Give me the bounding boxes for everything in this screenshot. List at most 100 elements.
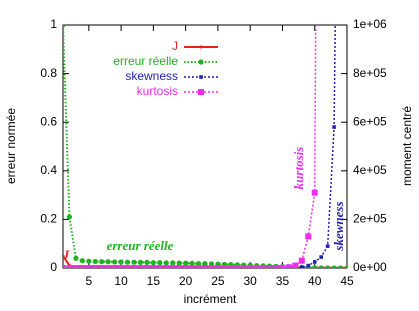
data-point [273,265,279,268]
annotation: erreur réelle [107,238,174,253]
data-point [305,233,312,240]
data-point [72,265,79,268]
data-point [312,265,318,268]
data-point [208,265,215,268]
annotation: kurtosis [291,147,306,190]
data-point [300,265,304,268]
data-point [266,265,273,268]
data-point [124,265,131,268]
data-point [240,265,247,268]
x-tick-label: 20 [179,274,193,288]
y-tick-label: 1 [50,17,57,31]
data-point [318,265,324,268]
x-tick-label: 5 [85,274,92,288]
data-point [325,244,330,248]
data-point [202,261,208,267]
data-point [337,265,344,268]
data-point [189,265,196,268]
legend-label: J [172,39,178,53]
data-point [253,265,260,268]
y-tick-label: 0.6 [40,114,57,128]
data-point [98,265,105,268]
data-point [63,265,66,268]
x-tick-label: 25 [211,274,225,288]
y-tick-label: 0.2 [40,212,57,226]
data-point [214,265,221,268]
data-point [182,265,189,268]
y-tick-label: 0 [50,260,57,274]
y2-tick-label: 1e+06 [353,17,387,31]
data-point [221,265,228,268]
data-point [79,258,85,264]
y2-tick-label: 4e+05 [353,163,387,177]
y2-tick-label: 6e+05 [353,114,387,128]
legend-marker [198,89,204,95]
data-point [195,265,202,268]
legend-label: erreur réelle [113,54,178,68]
data-point [202,265,208,268]
series-line [63,25,317,268]
legend-label: kurtosis [137,84,178,98]
data-point [86,258,92,264]
data-point [279,264,286,268]
data-point [150,265,157,268]
data-point [124,259,131,265]
data-point [312,260,317,264]
data-point [137,259,144,266]
data-point [63,25,66,28]
data-point [234,265,241,268]
data-point [332,125,336,129]
y-axis-label: erreur normée [4,108,18,184]
data-point [344,265,347,268]
data-point [156,265,163,268]
data-point [176,260,182,266]
data-point [105,265,112,268]
data-point [325,265,331,268]
y2-tick-label: 0e+00 [353,260,387,274]
data-point [285,264,292,268]
plot-area [63,25,347,268]
x-tick-label: 45 [340,274,354,288]
data-point [66,265,73,268]
x-tick-label: 10 [114,274,128,288]
y2-tick-label: 8e+05 [353,66,387,80]
data-point [292,262,299,268]
y-tick-label: 0.8 [40,66,57,80]
data-point [247,265,254,268]
data-point [331,265,337,268]
y-tick-label: 0.4 [40,163,57,177]
data-point [195,261,202,267]
data-point [66,214,73,220]
data-point [105,259,111,265]
data-point [227,265,234,268]
annotation: J [62,247,70,262]
data-point [73,255,79,261]
data-point [131,259,137,265]
data-point [163,260,169,266]
x-axis-label: incrément [184,292,237,306]
data-point [176,265,183,268]
x-tick-label: 35 [276,274,290,288]
data-point [92,265,99,268]
data-point [63,254,65,258]
legend-marker [199,45,203,49]
data-point [99,259,105,265]
data-point [92,258,98,265]
data-point [306,263,311,268]
legend-marker [198,59,204,65]
series-line [63,25,336,268]
legend-marker [199,75,203,79]
data-point [118,259,124,265]
x-tick-label: 40 [308,274,322,288]
data-point [170,260,176,266]
data-point [79,265,86,268]
data-point [118,265,125,268]
data-point [157,260,163,266]
data-point [112,259,118,265]
data-point [311,189,318,196]
data-point [137,265,144,268]
y2-axis-label: moment centré [400,106,414,186]
data-point [169,265,176,268]
data-point [111,265,118,268]
